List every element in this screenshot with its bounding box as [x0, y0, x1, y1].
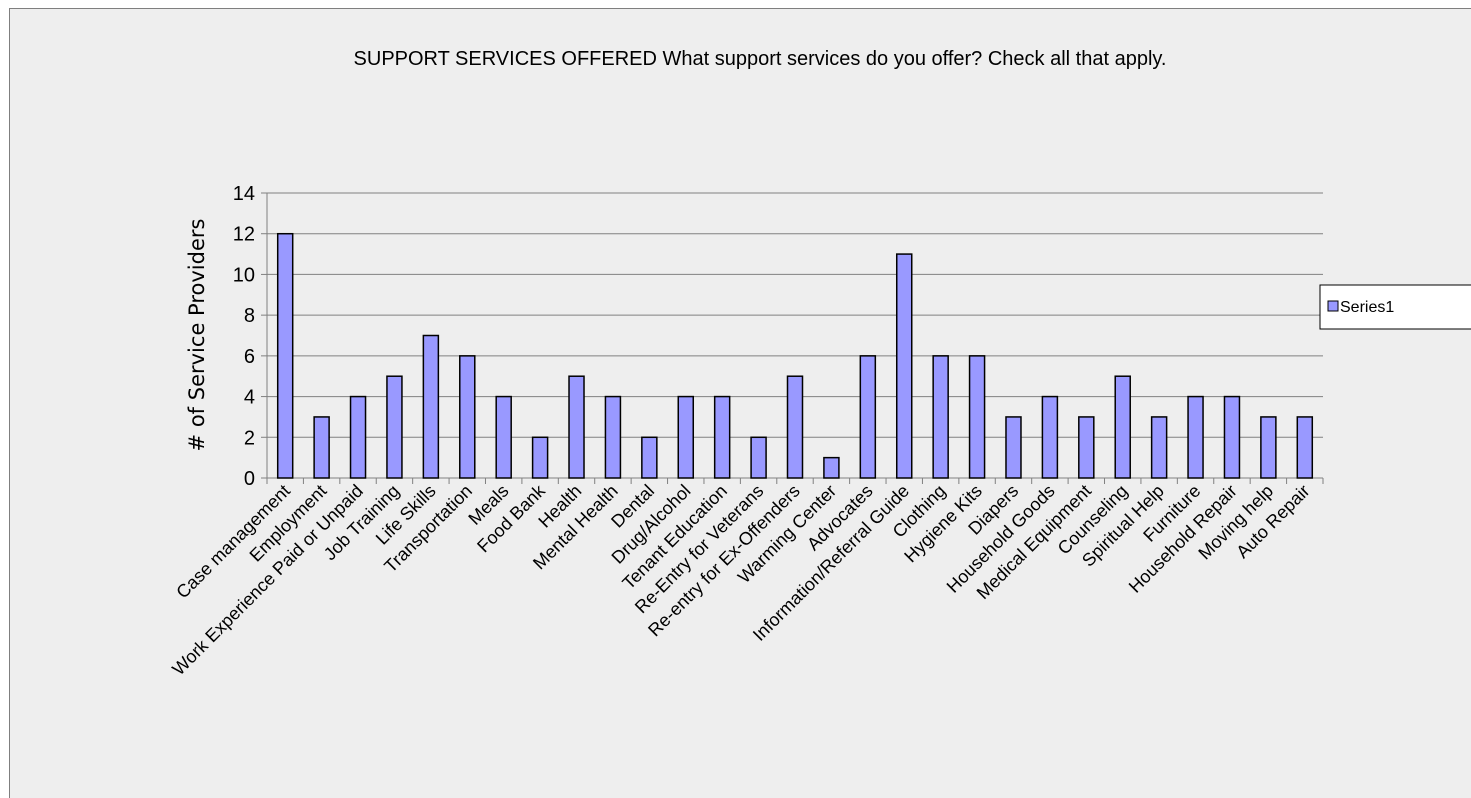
- y-tick-label: 4: [244, 387, 255, 409]
- bar: [859, 355, 877, 479]
- y-tick-label: 6: [244, 346, 255, 368]
- chart-area: SUPPORT SERVICES OFFERED What support se…: [9, 8, 1471, 798]
- bar: [604, 395, 622, 479]
- legend-label-series1: Series1: [1340, 299, 1394, 316]
- chart-title: SUPPORT SERVICES OFFERED What support se…: [354, 48, 1167, 70]
- bar: [1260, 416, 1277, 479]
- legend: Series1: [1319, 284, 1471, 330]
- bar: [1150, 416, 1168, 479]
- y-tick-label: 14: [233, 183, 255, 205]
- bar: [1078, 416, 1095, 479]
- legend-box: [1319, 284, 1471, 330]
- y-axis-title: # of Service Providers: [185, 219, 209, 452]
- bar: [1296, 416, 1314, 479]
- bars: [276, 232, 1314, 479]
- y-tick-labels: 0 2 4 6 8 10 12 14: [233, 183, 255, 490]
- bar: [677, 395, 695, 479]
- bar: [1041, 395, 1059, 479]
- y-tick-label: 8: [244, 305, 255, 327]
- bar: [276, 232, 294, 479]
- y-tick-label: 2: [244, 427, 255, 449]
- bar: [932, 355, 949, 479]
- bar: [386, 375, 403, 479]
- bar: [313, 416, 330, 479]
- bar-chart: SUPPORT SERVICES OFFERED What support se…: [168, 48, 1471, 679]
- y-tick-label: 12: [233, 224, 255, 246]
- bar: [895, 253, 913, 479]
- bar: [531, 436, 549, 479]
- bar: [495, 395, 512, 479]
- bar: [713, 395, 731, 479]
- bar: [786, 375, 804, 479]
- y-tick-label: 10: [233, 264, 255, 286]
- bar: [568, 375, 585, 479]
- bar: [823, 456, 840, 479]
- bar: [968, 355, 986, 479]
- bar: [1005, 416, 1022, 479]
- gridlines: [267, 192, 1323, 438]
- bar: [1187, 395, 1204, 479]
- bar: [1114, 375, 1131, 479]
- bar: [422, 334, 440, 479]
- y-tick-label: 0: [244, 468, 255, 490]
- legend-swatch: [1327, 300, 1339, 312]
- bar: [750, 436, 767, 479]
- bar: [641, 436, 658, 479]
- bar: [1223, 395, 1241, 479]
- bar: [459, 355, 476, 479]
- bar: [349, 395, 367, 479]
